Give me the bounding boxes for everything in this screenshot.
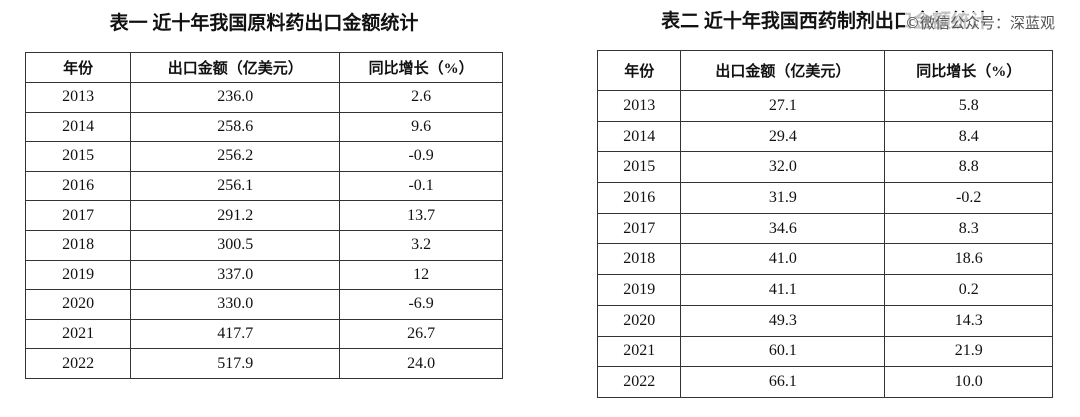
cell: 32.0 [680, 151, 886, 184]
cell: 41.1 [680, 274, 886, 306]
cell: 2022 [24, 348, 132, 379]
cell: -6.9 [339, 289, 503, 320]
cell: 8.8 [884, 151, 1053, 184]
header-cell: 同比增长（%） [884, 50, 1053, 91]
table-row: 2021 60.1 21.9 [596, 335, 1053, 368]
cell: 8.3 [884, 212, 1053, 245]
table-row: 2015 256.2 -0.9 [24, 141, 503, 172]
table-row: 2021 417.7 26.7 [24, 318, 503, 350]
header-row: 年份 出口金额（亿美元） 同比增长（%） [596, 50, 1053, 91]
table-row: 2014 258.6 9.6 [24, 111, 503, 143]
cell: -0.9 [339, 141, 503, 172]
cell: 9.6 [339, 111, 503, 143]
cell: 10.0 [884, 366, 1053, 398]
cell: -0.2 [884, 182, 1053, 214]
cell: 2.6 [339, 82, 503, 113]
cell: 256.1 [130, 170, 341, 202]
cell: 300.5 [130, 229, 341, 261]
cell: 13.7 [339, 200, 503, 231]
header-cell: 年份 [24, 52, 132, 83]
cell: 8.4 [884, 120, 1053, 153]
table-row: 2013 27.1 5.8 [596, 90, 1053, 122]
cell: 2015 [596, 151, 682, 184]
table-row: 2022 517.9 24.0 [24, 348, 503, 379]
cell: 12 [339, 259, 503, 291]
cell: 31.9 [680, 182, 886, 214]
header-cell: 年份 [596, 50, 682, 91]
cell: 236.0 [130, 82, 341, 113]
cell: 26.7 [339, 318, 503, 350]
table-row: 2017 291.2 13.7 [24, 200, 503, 231]
table-row: 2019 337.0 12 [24, 259, 503, 291]
cell: 18.6 [884, 243, 1053, 276]
table-row: 2022 66.1 10.0 [596, 366, 1053, 398]
cell: 2021 [596, 335, 682, 368]
cell: 258.6 [130, 111, 341, 143]
table-row: 2018 300.5 3.2 [24, 229, 503, 261]
cell: 517.9 [130, 348, 341, 379]
table: 年份 出口金额（亿美元） 同比增长（%） 2013 27.1 5.8 2014 29.4 8.4… [596, 50, 1053, 398]
cell: 256.2 [130, 141, 341, 172]
cell: 330.0 [130, 289, 341, 320]
cell: 2013 [596, 90, 682, 122]
cell: 2014 [24, 111, 132, 143]
table-row: 2020 49.3 14.3 [596, 304, 1053, 337]
cell: 2017 [596, 212, 682, 245]
cell: 27.1 [680, 90, 886, 122]
header-cell: 出口金额（亿美元） [130, 52, 341, 83]
cell: 2018 [24, 229, 132, 261]
cell: 2013 [24, 82, 132, 113]
table-row: 2020 330.0 -6.9 [24, 289, 503, 320]
watermark: ©微信公众号：深蓝观 [905, 12, 1056, 33]
cell: 2019 [596, 274, 682, 306]
cell: 2021 [24, 318, 132, 350]
cell: 2020 [596, 304, 682, 337]
table-row: 2017 34.6 8.3 [596, 212, 1053, 245]
cell: 337.0 [130, 259, 341, 291]
cell: 41.0 [680, 243, 886, 276]
table: 年份 出口金额（亿美元） 同比增长（%） 2013 236.0 2.6 2014 258.6 9… [24, 52, 503, 379]
header-row: 年份 出口金额（亿美元） 同比增长（%） [24, 52, 503, 83]
table-row: 2016 31.9 -0.2 [596, 182, 1053, 214]
cell: 417.7 [130, 318, 341, 350]
cell: 2020 [24, 289, 132, 320]
cell: 66.1 [680, 366, 886, 398]
cell: 2014 [596, 120, 682, 153]
cell: 2019 [24, 259, 132, 291]
cell: 5.8 [884, 90, 1053, 122]
header-cell: 出口金额（亿美元） [680, 50, 886, 91]
cell: 29.4 [680, 120, 886, 153]
cell: 291.2 [130, 200, 341, 231]
table-row: 2013 236.0 2.6 [24, 82, 503, 113]
cell: 2017 [24, 200, 132, 231]
cell: 49.3 [680, 304, 886, 337]
cell: 60.1 [680, 335, 886, 368]
cell: 14.3 [884, 304, 1053, 337]
cell: 24.0 [339, 348, 503, 379]
cell: 2015 [24, 141, 132, 172]
cell: 3.2 [339, 229, 503, 261]
table-row: 2015 32.0 8.8 [596, 151, 1053, 184]
cell: 2018 [596, 243, 682, 276]
cell: -0.1 [339, 170, 503, 202]
cell: 34.6 [680, 212, 886, 245]
cell: 2016 [24, 170, 132, 202]
cell: 21.9 [884, 335, 1053, 368]
cell: 2022 [596, 366, 682, 398]
table-row: 2018 41.0 18.6 [596, 243, 1053, 276]
cell: 2016 [596, 182, 682, 214]
cell: 0.2 [884, 274, 1053, 306]
table-row: 2016 256.1 -0.1 [24, 170, 503, 202]
table-title: 表一 近十年我国原料药出口金额统计 [109, 13, 419, 34]
table-row: 2019 41.1 0.2 [596, 274, 1053, 306]
header-cell: 同比增长（%） [339, 52, 503, 83]
table-row: 2014 29.4 8.4 [596, 120, 1053, 153]
